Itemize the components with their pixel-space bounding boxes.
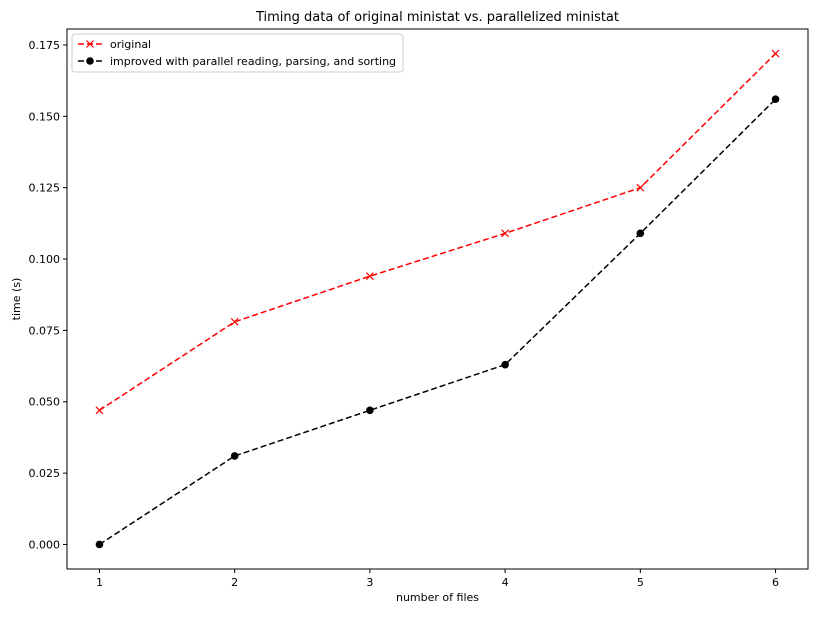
y-tick-label: 0.050 [29, 396, 61, 409]
y-tick-label: 0.150 [29, 110, 61, 123]
legend-box [71, 33, 404, 73]
y-tick-label: 0.125 [29, 182, 61, 195]
x-tick-label: 6 [772, 576, 779, 589]
plot-background [67, 29, 808, 569]
data-point [501, 229, 510, 238]
data-point [636, 183, 645, 192]
x-tick-label: 3 [366, 576, 373, 589]
y-tick-label: 0.075 [29, 324, 61, 337]
data-point [636, 229, 645, 238]
data-point [366, 406, 374, 415]
data-point [230, 317, 239, 326]
y-tick-label: 0.025 [29, 467, 61, 480]
legend-label: original [110, 38, 151, 51]
legend: original improved with parallel reading, … [71, 33, 404, 73]
series-layer [95, 49, 780, 549]
legend-marker [86, 57, 94, 65]
x-axis: 1 2 3 4 5 6 [96, 569, 779, 589]
chart-title: Timing data of original ministat vs. par… [255, 10, 619, 25]
data-point [95, 406, 104, 415]
legend-label: improved with parallel reading, parsing,… [110, 55, 396, 68]
y-tick-label: 0.175 [29, 39, 61, 52]
data-point [95, 540, 104, 549]
legend-item: improved with parallel reading, parsing,… [78, 55, 396, 68]
series-1 [95, 49, 780, 415]
legend-item: original [78, 38, 151, 51]
series-2 [95, 95, 780, 549]
plot-frame [66, 28, 809, 570]
series-line [99, 98, 777, 546]
data-point [771, 95, 780, 104]
x-tick-label: 1 [96, 576, 103, 589]
y-tick-label: 0.000 [29, 538, 61, 551]
data-point [365, 272, 374, 281]
y-axis: 0.000 0.025 0.050 0.075 0.100 0.125 0.150 0.175 [29, 39, 67, 551]
data-point [771, 49, 780, 58]
x-tick-label: 5 [637, 576, 644, 589]
data-point [501, 360, 509, 369]
x-axis-label: number of files [396, 591, 479, 604]
x-tick-label: 2 [231, 576, 238, 589]
y-tick-label: 0.100 [29, 253, 61, 266]
y-axis-label: time (s) [10, 278, 23, 321]
data-point [230, 452, 239, 460]
legend-marker [86, 40, 94, 48]
x-tick-label: 4 [502, 576, 509, 589]
